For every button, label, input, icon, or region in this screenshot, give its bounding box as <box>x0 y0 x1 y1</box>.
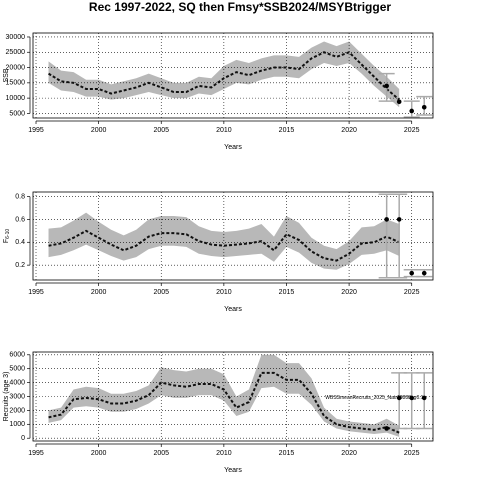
x-axis-label: Years <box>224 144 242 151</box>
y-tick-label: 0.8 <box>15 193 25 200</box>
chart-title: Rec 1997-2022, SQ then Fmsy*SSB2024/MSYB… <box>89 0 391 14</box>
plot-frame <box>32 351 434 442</box>
point <box>396 395 402 401</box>
x-tick-label: 2005 <box>153 127 169 134</box>
y-tick-label: 3000 <box>9 393 25 400</box>
point <box>409 395 415 401</box>
y-axis-label-sub: 6-10 <box>5 229 11 239</box>
point <box>396 217 402 222</box>
y-tick-label: 6000 <box>9 352 25 359</box>
x-tick-label: 2015 <box>279 450 295 457</box>
y-axis-label: F6-10 <box>3 229 11 244</box>
plot-frame <box>32 191 434 281</box>
plot-frame <box>32 32 434 119</box>
y-axis-label: SSB <box>3 68 10 82</box>
x-tick-label: 2005 <box>153 289 169 296</box>
x-axis-label: Years <box>224 306 242 313</box>
y-tick-label: 20000 <box>6 64 26 71</box>
x-axis-label: Years <box>224 467 242 474</box>
x-tick-label: 1995 <box>28 289 44 296</box>
y-tick-label: 0 <box>21 435 25 442</box>
y-tick-label: 25000 <box>6 49 26 56</box>
confidence-band <box>48 212 400 270</box>
x-tick-label: 2025 <box>404 289 420 296</box>
x-tick-label: 2000 <box>91 127 107 134</box>
x-tick-label: 1995 <box>28 450 44 457</box>
y-axis-label-main: F <box>3 239 10 243</box>
point <box>384 426 389 431</box>
x-tick-label: 2020 <box>341 289 357 296</box>
y-tick-label: 1000 <box>9 421 25 428</box>
x-tick-label: 2000 <box>91 450 107 457</box>
point <box>421 395 427 401</box>
confidence-band <box>48 354 400 437</box>
x-tick-label: 2025 <box>404 127 420 134</box>
y-tick-label: 15000 <box>6 80 26 87</box>
y-axis-label-main: Recruits (age 3) <box>3 372 10 422</box>
x-tick-label: 2020 <box>341 450 357 457</box>
y-tick-label: 4000 <box>9 379 25 386</box>
x-tick-label: 2015 <box>279 289 295 296</box>
point <box>396 99 402 105</box>
point <box>409 108 415 114</box>
point <box>384 217 389 222</box>
y-axis-label: Recruits (age 3) <box>3 372 10 422</box>
y-axis-label-main: SSB <box>3 68 10 82</box>
annotation: WBSSmeanRecruits_2025_Natr18888_g0.1c <box>325 395 426 401</box>
point <box>421 104 427 110</box>
x-tick-label: 1995 <box>28 127 44 134</box>
x-tick-label: 2010 <box>216 127 232 134</box>
median-line <box>48 51 400 101</box>
x-tick-label: 2010 <box>216 450 232 457</box>
point <box>421 270 427 276</box>
y-tick-label: 5000 <box>9 110 25 117</box>
point <box>409 270 415 276</box>
y-tick-label: 0.6 <box>15 216 25 223</box>
x-tick-label: 2000 <box>91 289 107 296</box>
y-tick-label: 2000 <box>9 407 25 414</box>
x-tick-label: 2010 <box>216 289 232 296</box>
point <box>384 83 389 89</box>
y-tick-label: 30000 <box>6 34 26 41</box>
y-tick-label: 0.4 <box>15 239 25 246</box>
x-tick-label: 2020 <box>341 127 357 134</box>
x-tick-label: 2025 <box>404 450 420 457</box>
y-tick-label: 5000 <box>9 366 25 373</box>
x-tick-label: 2005 <box>153 450 169 457</box>
x-tick-label: 2015 <box>279 127 295 134</box>
median-line <box>48 371 400 434</box>
y-tick-label: 10000 <box>6 95 26 102</box>
median-line <box>48 229 400 262</box>
y-tick-label: 0.2 <box>15 262 25 269</box>
